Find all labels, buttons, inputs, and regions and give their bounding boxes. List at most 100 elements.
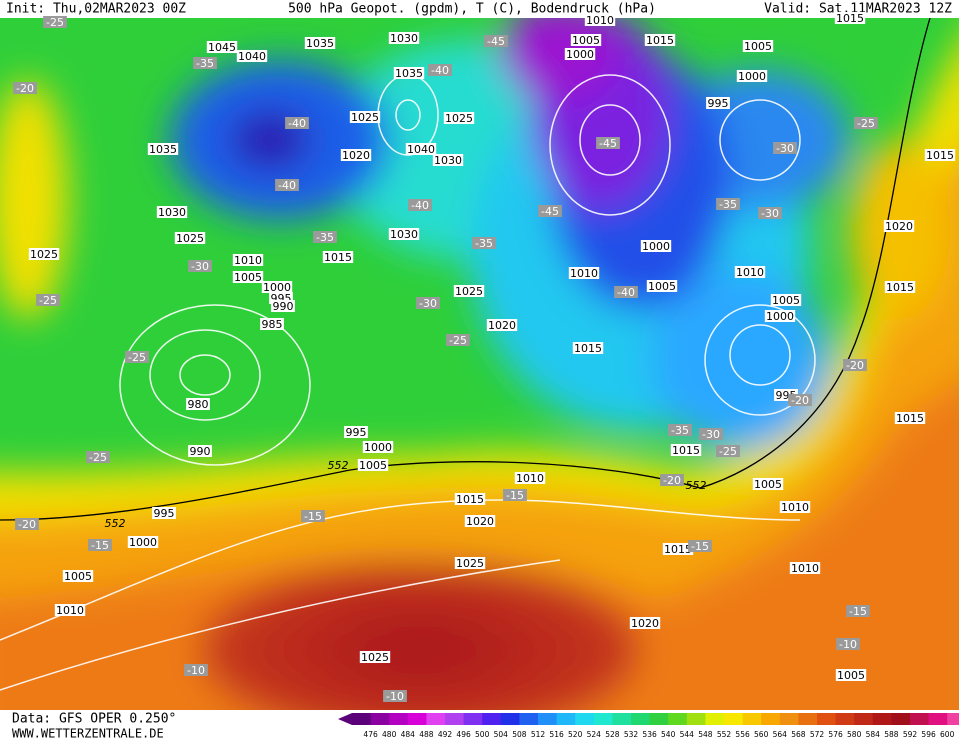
temperature-label-box — [313, 231, 337, 243]
colorbar-swatch — [817, 713, 837, 725]
colorbar-label: 508 — [512, 730, 527, 739]
temperature-label: -10 — [386, 690, 404, 703]
isobar-label-box — [28, 248, 60, 260]
temperature-label: -35 — [475, 237, 493, 250]
temperature-label: -20 — [16, 82, 34, 95]
isobar-label-box — [359, 651, 391, 663]
isobar-label-box — [261, 281, 293, 293]
isobar-label-box — [894, 412, 926, 424]
temperature-label-box — [36, 294, 60, 306]
isobar-label-box — [770, 294, 802, 306]
temperature-label: -20 — [846, 359, 864, 372]
temperature-label: -25 — [39, 294, 57, 307]
isobar-label: 1020 — [631, 617, 659, 630]
temperature-label: -30 — [761, 207, 779, 220]
isobar-label: 1020 — [488, 319, 516, 332]
isobar-label-box — [304, 37, 336, 49]
temperature-label: -25 — [857, 117, 875, 130]
isobar-label: 1010 — [586, 14, 614, 27]
colorbar-label: 524 — [587, 730, 602, 739]
colorbar-swatch — [891, 713, 911, 725]
colorbar-label: 548 — [698, 730, 713, 739]
isobar-label-box — [883, 220, 915, 232]
isobar-label: 1025 — [351, 111, 379, 124]
isobar-label-box — [236, 50, 268, 62]
colorbar: 476 480 484 488 492 496 500 504 508 512 516 520 524 5… — [338, 713, 959, 739]
isobars — [0, 74, 816, 691]
temperature-label-box — [408, 199, 432, 211]
colorbar-swatch — [798, 713, 818, 725]
colorbar-label: 532 — [624, 730, 639, 739]
temperature-label: -40 — [431, 64, 449, 77]
temperature-label: -15 — [91, 539, 109, 552]
colorbar-swatch — [538, 713, 558, 725]
temperature-label-box — [446, 334, 470, 346]
isobar-label: 1005 — [359, 459, 387, 472]
colorbar-label: 600 — [940, 730, 955, 739]
contour-label: 552 — [686, 479, 707, 492]
isobar-label: 1010 — [781, 501, 809, 514]
isobar-label: 1005 — [572, 34, 600, 47]
isobar-label-box — [147, 143, 179, 155]
contour-label: 552 — [105, 517, 126, 530]
isobar-label: 1015 — [836, 12, 864, 25]
isobar-label: 980 — [188, 398, 209, 411]
colorbar-swatch — [947, 713, 959, 725]
isobar-label-box — [156, 206, 188, 218]
isobar-label: 1030 — [158, 206, 186, 219]
isobar-label: 1005 — [64, 570, 92, 583]
temperature-label: -45 — [599, 137, 617, 150]
temperature-label-box — [193, 57, 217, 69]
isobar-label-box — [514, 472, 546, 484]
colorbar-swatch — [482, 713, 502, 725]
isobar-label: 1030 — [390, 228, 418, 241]
isobar-label-box — [188, 445, 212, 457]
isobar-label: 1040 — [238, 50, 266, 63]
temperature-label: -40 — [288, 117, 306, 130]
isobar-label: 1015 — [664, 543, 692, 556]
temperature-label: -25 — [89, 451, 107, 464]
temperature-label-box — [472, 237, 496, 249]
isobar-label: 1040 — [407, 143, 435, 156]
colorbar-swatch — [835, 713, 855, 725]
temperature-label-box — [854, 117, 878, 129]
temperature-label-box — [43, 16, 67, 28]
colorbar-label: 576 — [828, 730, 843, 739]
colorbar-swatch — [872, 713, 892, 725]
isobar-label: 1010 — [570, 267, 598, 280]
temperature-label-box — [596, 137, 620, 149]
colorbar-label: 536 — [642, 730, 657, 739]
temperature-label: -40 — [411, 199, 429, 212]
colorbar-swatch — [649, 713, 669, 725]
isobar-label-box — [662, 543, 694, 555]
isobar-label-box — [388, 228, 420, 240]
isobar-label: 1005 — [837, 669, 865, 682]
isobar-label-box — [464, 515, 496, 527]
isobar-label: 1025 — [455, 285, 483, 298]
temperature-label: -20 — [791, 394, 809, 407]
colorbar-swatch — [668, 713, 688, 725]
isobar-label: 1035 — [306, 37, 334, 50]
isobar-label-box — [486, 319, 518, 331]
isobar-label-box — [570, 34, 602, 46]
colorbar-swatch — [445, 713, 465, 725]
colorbar-label: 588 — [884, 730, 899, 739]
temperature-label-box — [184, 664, 208, 676]
temperature-label-box — [13, 82, 37, 94]
temperature-label: -35 — [196, 57, 214, 70]
isobar-label: 985 — [262, 318, 283, 331]
isobar-label: 1000 — [766, 310, 794, 323]
isobar-label: 1025 — [176, 232, 204, 245]
isobar-label-box — [322, 251, 354, 263]
isobar-label-box — [349, 111, 381, 123]
temperature-label: -35 — [316, 231, 334, 244]
isobar-label-box — [646, 280, 678, 292]
temperature-label-box — [125, 351, 149, 363]
temperature-label: -20 — [663, 474, 681, 487]
isobar-label: 1030 — [390, 32, 418, 45]
temperature-label-box — [86, 451, 110, 463]
temperature-label: -25 — [449, 334, 467, 347]
isobar-label-box — [340, 149, 372, 161]
